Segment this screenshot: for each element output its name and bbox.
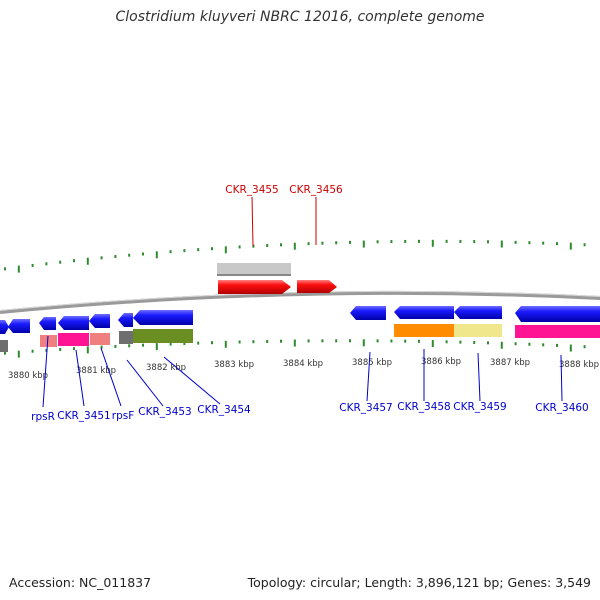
leader-lines-top (251, 196, 317, 247)
kbp-label: 3880 kbp (8, 371, 48, 381)
kbp-label: 3888 kbp (559, 360, 599, 370)
gene-arrow-ckr3453-b[interactable] (118, 313, 133, 327)
gene-label-ckr3458[interactable]: CKR_3458 (397, 401, 450, 413)
feature-bar-deep-pink[interactable] (515, 325, 600, 338)
gene-arrow-ckr3457[interactable] (350, 306, 386, 320)
kbp-label: 3882 kbp (146, 363, 186, 373)
gene-label-ckr3454[interactable]: CKR_3454 (197, 404, 251, 416)
gene-arrow-ckr3454[interactable] (133, 310, 193, 325)
gene-label-ckr3456[interactable]: CKR_3456 (289, 184, 343, 196)
gene-arrow-ckr3456[interactable] (297, 280, 337, 293)
kbp-label: 3885 kbp (352, 358, 392, 368)
gene-arrow-rpsf[interactable] (58, 316, 89, 330)
gene-arrow-partial-left[interactable] (0, 320, 9, 334)
feature-bar-orange[interactable] (394, 324, 454, 337)
gene-label-rpsr[interactable]: rpsR (31, 411, 55, 423)
gene-label-ckr3459[interactable]: CKR_3459 (453, 401, 506, 413)
scale-ticks (4, 239, 586, 358)
gene-arrow-ckr3459[interactable] (454, 306, 502, 319)
kbp-label: 3883 kbp (214, 360, 254, 370)
feature-bar-khaki[interactable] (454, 324, 502, 337)
kbp-label: 3886 kbp (421, 357, 461, 367)
gene-arrow-ckr3451[interactable] (39, 317, 56, 330)
kbp-label: 3881 kbp (76, 366, 116, 376)
feature-bar-magenta[interactable] (58, 333, 89, 346)
feature-bar-dark-grey[interactable] (119, 331, 133, 344)
feature-bar-salmon-2[interactable] (90, 333, 110, 345)
feature-bar-olive[interactable] (133, 329, 193, 343)
gene-labels-top[interactable]: CKR_3455 CKR_3456 (225, 184, 343, 196)
gene-label-ckr3455[interactable]: CKR_3455 (225, 184, 278, 196)
gene-label-ckr3457[interactable]: CKR_3457 (339, 402, 392, 414)
accession-text: Accession: NC_011837 (9, 575, 152, 590)
gene-label-rpsf[interactable]: rpsF (112, 410, 135, 422)
gene-arrow-ckr3458[interactable] (394, 306, 454, 319)
feature-bar-grey-edge (217, 274, 291, 276)
gene-label-ckr3453[interactable]: CKR_3453 (138, 406, 191, 418)
gene-arrow-ckr3455[interactable] (218, 280, 291, 294)
kbp-label: 3887 kbp (490, 358, 530, 368)
feature-bar-dark-grey-left[interactable] (0, 340, 8, 352)
gene-arrow-rpsr[interactable] (8, 319, 30, 333)
feature-bar-grey[interactable] (217, 263, 291, 276)
gene-label-ckr3451[interactable]: CKR_3451 (57, 410, 110, 422)
genome-summary-text: Topology: circular; Length: 3,896,121 bp… (247, 575, 591, 590)
gene-label-ckr3460[interactable]: CKR_3460 (535, 402, 588, 414)
genome-title: Clostridium kluyveri NBRC 12016, complet… (115, 9, 485, 25)
gene-arrow-ckr3453[interactable] (89, 314, 110, 328)
gene-labels-bottom[interactable]: rpsR CKR_3451 rpsF CKR_3453 CKR_3454 CKR… (31, 401, 589, 423)
genome-backbone (0, 290, 600, 314)
kbp-label: 3884 kbp (283, 359, 323, 369)
feature-bar-salmon-1[interactable] (40, 335, 57, 347)
scale-labels: 3880 kbp 3881 kbp 3882 kbp 3883 kbp 3884… (8, 357, 599, 381)
leader-lines-bottom (42, 335, 563, 408)
gene-arrow-ckr3460[interactable] (515, 306, 600, 322)
